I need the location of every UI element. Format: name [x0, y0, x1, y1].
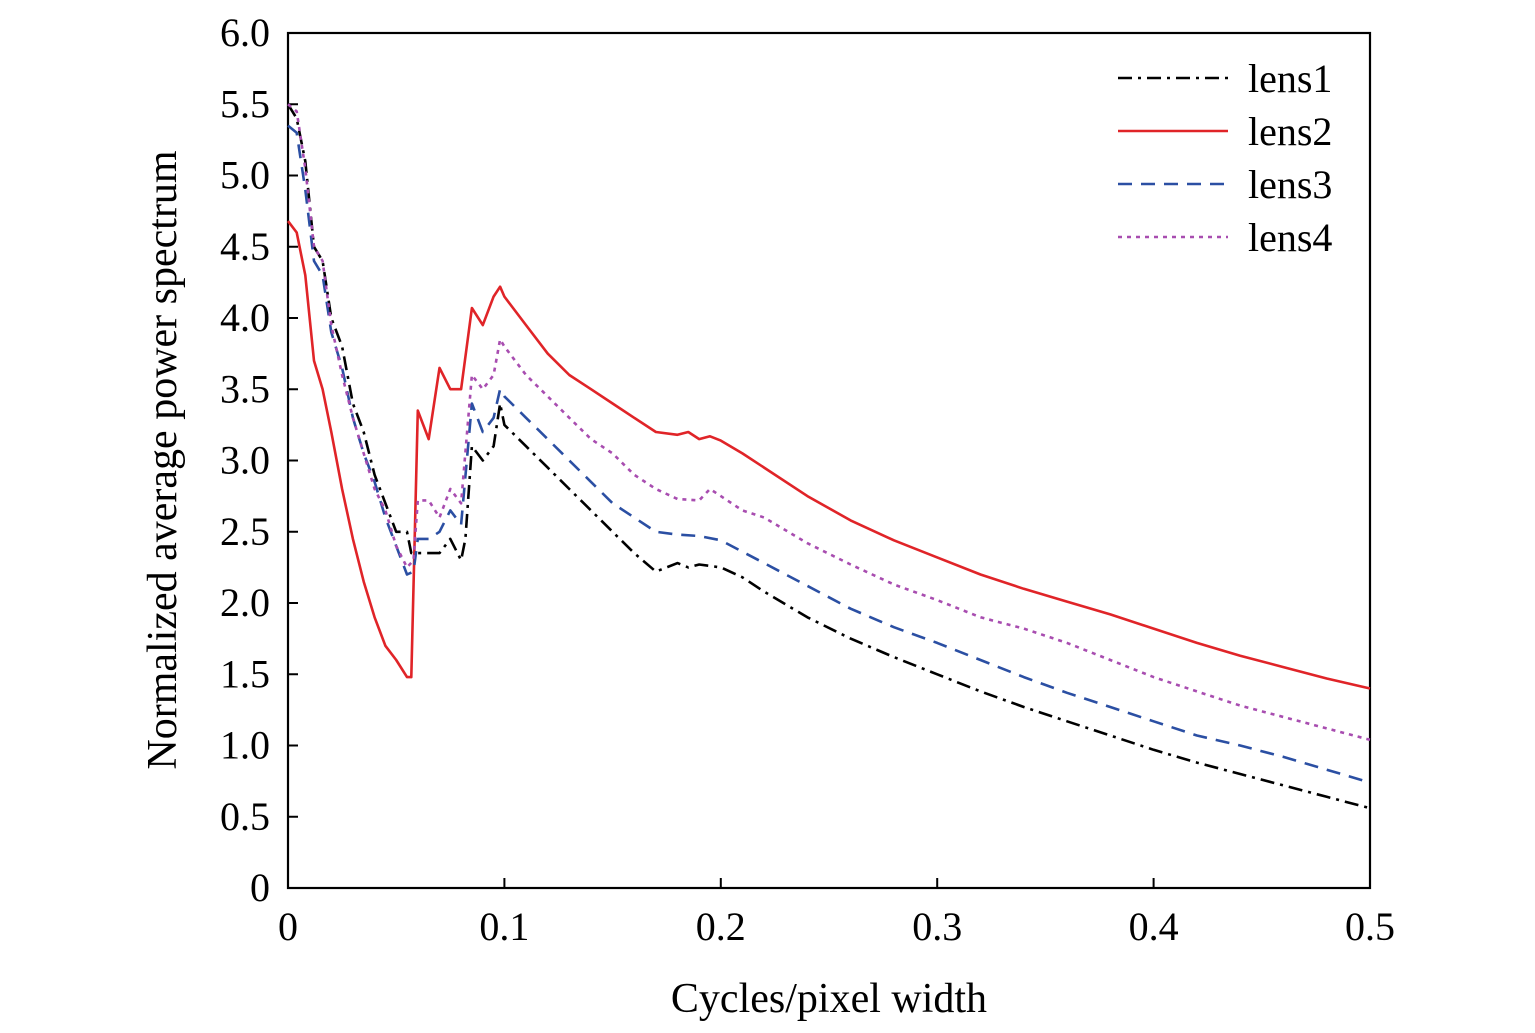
y-tick-label: 0.5: [220, 794, 270, 839]
x-tick-label: 0: [278, 904, 298, 949]
y-tick-label: 4.0: [220, 295, 270, 340]
y-tick-label: 2.0: [220, 580, 270, 625]
y-axis-ticks: 0 0.5 1.0 1.5 2.0 2.5 3.0 3.5 4.0 4.5 5.0 5.5 6.0: [220, 10, 298, 910]
series-lines: [286, 103, 1371, 810]
y-tick-label: 1.5: [220, 651, 270, 696]
y-tick-label: 5.5: [220, 81, 270, 126]
legend-label-lens3: lens3: [1248, 162, 1332, 207]
y-tick-label: 6.0: [220, 10, 270, 55]
y-tick-label: 0: [250, 865, 270, 910]
y-tick-label: 3.0: [220, 438, 270, 483]
x-tick-label: 0.2: [696, 904, 746, 949]
series-line-lens2: [286, 220, 1371, 690]
y-axis-title: Normalized average power spectrum: [140, 150, 186, 770]
x-tick-label: 0.4: [1129, 904, 1179, 949]
x-axis-title: Cycles/pixel width: [671, 976, 987, 1022]
x-tick-label: 0.3: [912, 904, 962, 949]
x-axis-ticks: 0 0.1 0.2 0.3 0.4 0.5: [278, 878, 1395, 949]
legend: lens1 lens2 lens3 lens4: [1118, 56, 1332, 260]
x-tick-label: 0.1: [479, 904, 529, 949]
series-line-lens4: [287, 103, 1371, 742]
x-tick-label: 0.5: [1345, 904, 1395, 949]
y-tick-label: 5.0: [220, 153, 270, 198]
legend-label-lens2: lens2: [1248, 109, 1332, 154]
y-tick-label: 3.5: [220, 366, 270, 411]
series-line-lens3: [287, 124, 1371, 784]
y-tick-label: 2.5: [220, 509, 270, 554]
plot-frame: [286, 31, 1372, 890]
legend-label-lens1: lens1: [1248, 56, 1332, 101]
y-tick-label: 1.0: [220, 723, 270, 768]
series-line-lens1: [286, 103, 1371, 810]
legend-label-lens4: lens4: [1248, 215, 1332, 260]
y-tick-label: 4.5: [220, 224, 270, 269]
